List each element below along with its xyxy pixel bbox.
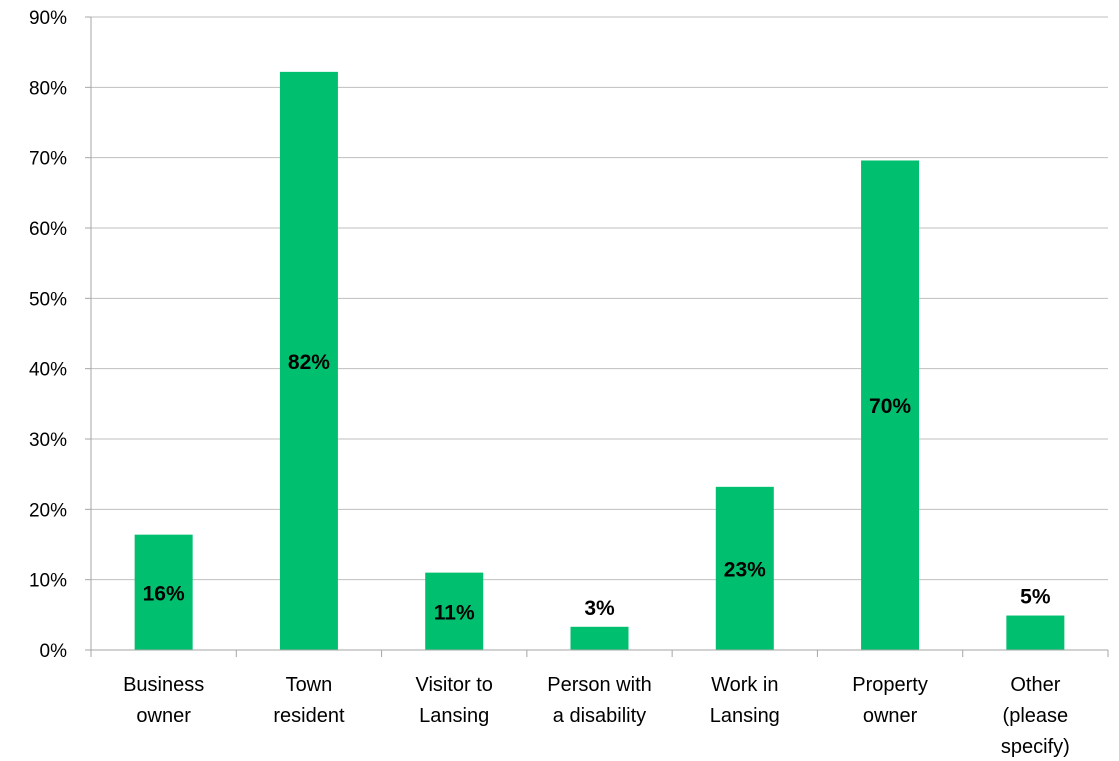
y-tick-label: 30%	[29, 430, 67, 451]
data-label: 70%	[869, 395, 911, 418]
x-category-label: Lansing	[419, 705, 489, 727]
x-category-label: Visitor to	[415, 674, 492, 696]
y-tick-label: 60%	[29, 219, 67, 240]
gridlines	[91, 16, 1108, 581]
data-label: 3%	[584, 597, 615, 620]
x-category-label: Work in	[711, 674, 778, 696]
data-label: 11%	[434, 601, 475, 624]
x-category-label: Property	[852, 674, 928, 696]
x-category-label: resident	[273, 705, 345, 727]
bar	[715, 486, 774, 650]
axes	[85, 16, 1109, 657]
y-tick-label: 0%	[40, 641, 68, 662]
data-label: 23%	[724, 558, 766, 581]
x-category-label: specify)	[1001, 736, 1070, 758]
y-tick-label: 90%	[29, 8, 67, 29]
bars	[134, 71, 1065, 651]
bar	[279, 71, 338, 651]
data-label: 16%	[143, 582, 185, 605]
data-label: 82%	[288, 351, 330, 374]
y-tick-label: 40%	[29, 360, 67, 381]
x-category-label: Town	[286, 674, 333, 696]
x-category-label: a disability	[553, 705, 646, 727]
y-tick-labels: 0% 10% 20% 30% 40% 50% 60% 70% 80% 90%	[29, 8, 67, 662]
data-label: 5%	[1020, 586, 1051, 609]
y-tick-label: 70%	[29, 149, 67, 170]
data-labels: 16% 82% 11% 3% 23% 70% 5%	[143, 351, 1051, 624]
x-category-label: Lansing	[710, 705, 780, 727]
x-category-label: (please	[1003, 705, 1069, 727]
bar	[134, 534, 193, 650]
bar	[1006, 615, 1065, 650]
bar	[861, 160, 920, 651]
x-category-labels: Business owner Town resident Visitor to Lansi…	[123, 674, 1070, 758]
y-tick-label: 10%	[29, 571, 67, 592]
bar	[425, 572, 484, 650]
y-tick-label: 50%	[29, 289, 67, 310]
y-tick-label: 20%	[29, 500, 67, 521]
y-tick-label: 80%	[29, 78, 67, 99]
x-category-label: Business	[123, 674, 204, 696]
x-category-label: Other	[1010, 674, 1060, 696]
x-category-label: owner	[863, 705, 918, 727]
x-category-label: owner	[136, 705, 191, 727]
x-category-label: Person with	[547, 674, 652, 696]
bar	[570, 626, 629, 650]
